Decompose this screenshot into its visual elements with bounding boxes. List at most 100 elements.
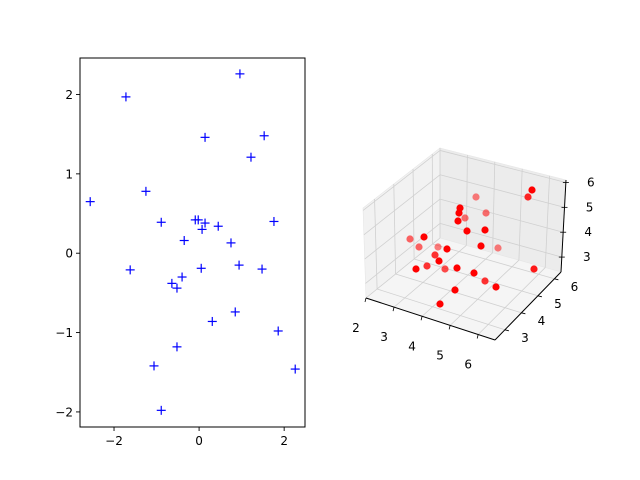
data-point-sphere <box>406 235 414 243</box>
data-point-plus <box>226 238 236 248</box>
data-point-sphere <box>461 214 469 222</box>
grid-line <box>413 258 539 297</box>
grid-line <box>544 175 550 268</box>
data-point-sphere <box>435 257 443 265</box>
x3d-tick-label: 6 <box>464 358 472 372</box>
grid-line <box>421 252 493 317</box>
data-point-plus <box>246 152 256 162</box>
data-point-sphere <box>482 209 490 217</box>
x3d-tick-label: 3 <box>380 330 388 344</box>
z3d-tick-label: 5 <box>586 200 594 214</box>
x-tick-label: −2 <box>105 434 123 448</box>
y-tick-label: 1 <box>65 167 73 181</box>
scatter-2d-axes: −2 0 2 −2 −1 0 1 2 <box>55 57 306 448</box>
grid-line <box>432 243 555 280</box>
y3d-tick-label: 3 <box>521 331 529 345</box>
y-tick-label: −2 <box>55 405 73 419</box>
data-point-sphere <box>453 264 461 272</box>
data-point-plus <box>257 264 267 274</box>
data-point-sphere <box>423 262 431 270</box>
data-point-sphere <box>477 242 485 250</box>
data-point-plus <box>200 132 210 142</box>
scatter-3d-points <box>406 186 538 308</box>
data-point-plus <box>177 272 187 282</box>
data-point-plus <box>149 361 159 371</box>
data-point-plus <box>156 217 166 227</box>
data-point-sphere <box>463 227 471 235</box>
data-point-sphere <box>481 226 489 234</box>
data-point-sphere <box>443 245 451 253</box>
grid-line <box>439 223 562 258</box>
y3d-tick-label: 6 <box>571 280 579 294</box>
y-tick-label: −1 <box>55 326 73 340</box>
y-axis-line <box>494 271 562 341</box>
data-point-plus <box>172 283 182 293</box>
y-tick-label: 2 <box>65 88 73 102</box>
data-point-sphere <box>472 193 480 201</box>
data-point-sphere <box>470 269 478 277</box>
x3d-tick-label: 2 <box>352 321 360 335</box>
x-tick-label: 2 <box>280 434 288 448</box>
data-point-sphere <box>528 186 536 194</box>
data-point-plus <box>213 221 223 231</box>
grid-line <box>365 237 441 299</box>
grid-line <box>518 168 523 261</box>
grid-line <box>395 273 522 314</box>
z3d-tick-label: 6 <box>587 175 595 189</box>
data-point-sphere <box>494 244 502 252</box>
grid-line <box>449 259 520 326</box>
grid-line <box>439 150 566 183</box>
scatter-2d-points <box>85 69 300 415</box>
data-point-sphere <box>524 193 532 201</box>
data-point-plus <box>235 69 245 79</box>
data-point-plus <box>259 131 269 141</box>
data-point-plus <box>197 224 207 234</box>
grid-line <box>362 150 441 211</box>
scatter-3d-grid <box>362 148 566 335</box>
data-point-sphere <box>481 277 489 285</box>
data-point-sphere <box>454 217 462 225</box>
scatter-2d-x-ticks: −2 0 2 <box>105 427 288 448</box>
grid-line <box>477 267 546 335</box>
data-point-sphere <box>412 265 420 273</box>
data-point-plus <box>269 216 279 226</box>
data-point-sphere <box>436 300 444 308</box>
data-point-sphere <box>492 283 500 291</box>
data-point-plus <box>290 364 300 374</box>
data-point-sphere <box>431 251 439 259</box>
data-point-plus <box>125 265 135 275</box>
data-point-plus <box>156 405 166 415</box>
grid-line <box>365 223 441 284</box>
z3d-tick-label: 3 <box>583 250 591 264</box>
y3d-tick-label: 4 <box>538 314 546 328</box>
data-point-sphere <box>451 286 459 294</box>
scatter-2d-y-ticks: −2 −1 0 1 2 <box>55 88 80 419</box>
data-point-plus <box>141 186 151 196</box>
data-point-plus <box>273 326 283 336</box>
data-point-plus <box>196 263 206 273</box>
data-point-plus <box>234 260 244 270</box>
z3d-tick-label: 4 <box>584 225 592 239</box>
scatter-2d-frame <box>79 57 306 428</box>
grid-line <box>439 174 565 208</box>
data-point-plus <box>230 307 240 317</box>
grid-line <box>393 245 467 308</box>
x-tick-label: 0 <box>195 434 203 448</box>
x3d-tick-label: 5 <box>436 348 444 362</box>
data-point-sphere <box>455 209 463 217</box>
data-point-plus <box>193 215 203 225</box>
data-point-sphere <box>434 243 442 251</box>
y3d-tick-label: 5 <box>554 297 562 311</box>
z-axis-line <box>560 179 567 273</box>
data-point-plus <box>172 342 182 352</box>
data-point-sphere <box>530 265 538 273</box>
grid-line <box>376 288 506 331</box>
data-point-sphere <box>420 233 428 241</box>
data-point-plus <box>207 316 217 326</box>
x-axis-line <box>365 297 496 341</box>
x3d-tick-label: 4 <box>408 339 416 353</box>
data-point-plus <box>179 236 189 246</box>
data-point-plus <box>85 197 95 207</box>
